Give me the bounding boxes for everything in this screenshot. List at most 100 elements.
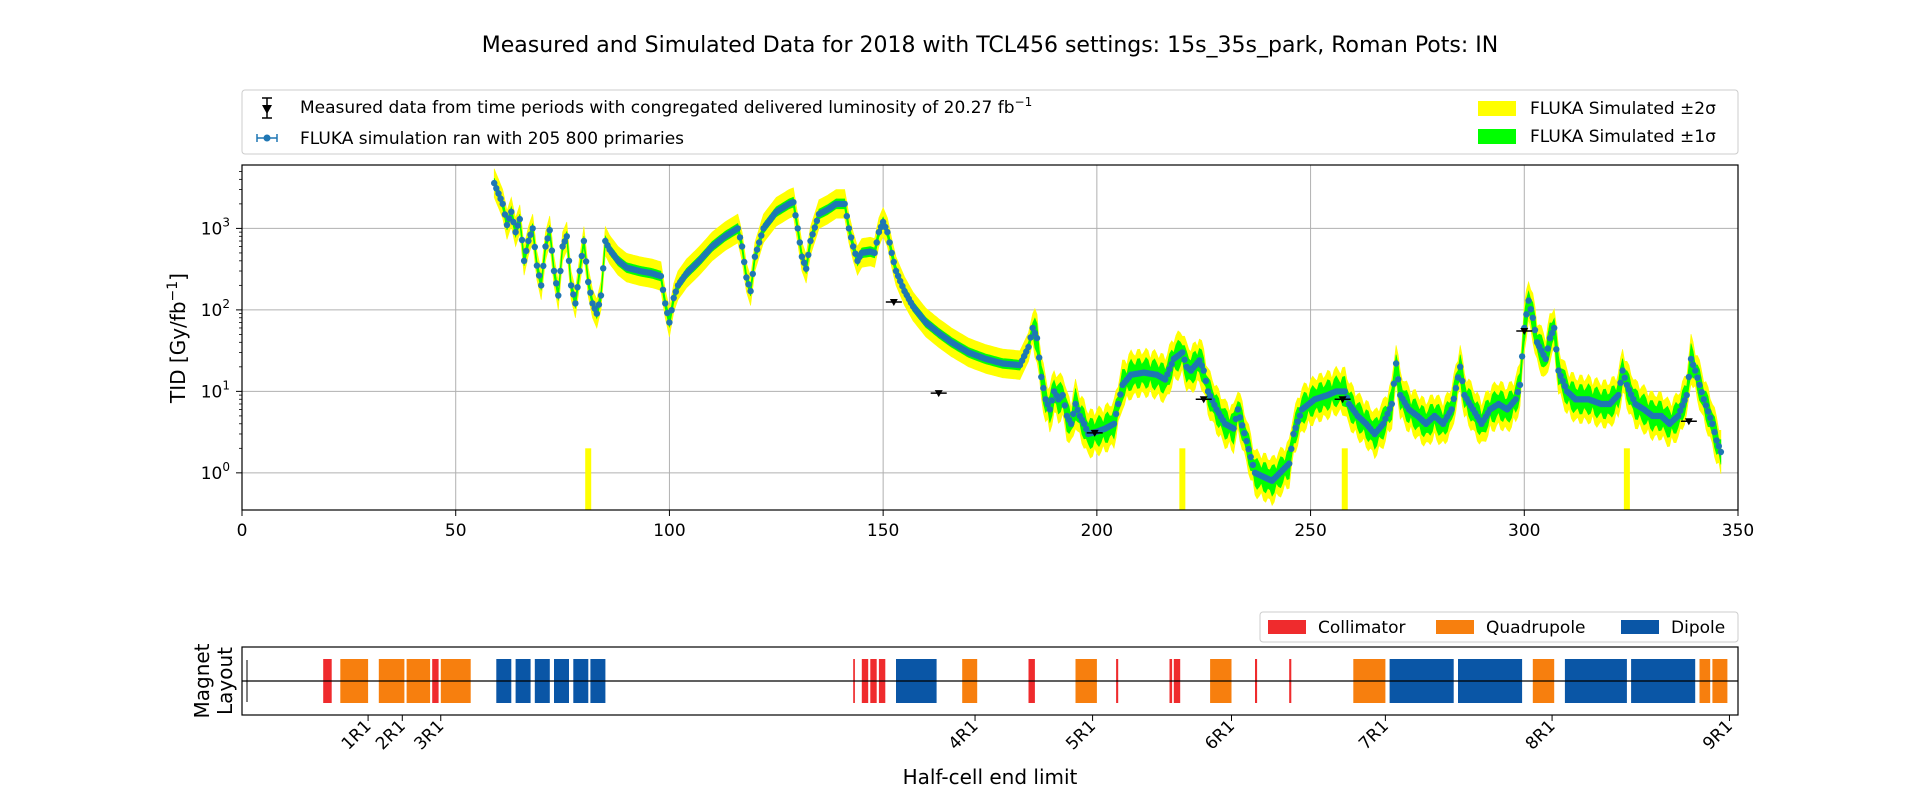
simulation-point bbox=[585, 278, 592, 286]
simulation-point bbox=[1083, 425, 1090, 433]
simulation-point bbox=[559, 243, 566, 250]
simulation-point bbox=[743, 274, 750, 281]
simulation-point bbox=[574, 284, 581, 291]
legend-collimator-label: Collimator bbox=[1318, 618, 1405, 638]
simulation-series bbox=[491, 179, 1725, 484]
simulation-point bbox=[1031, 329, 1039, 337]
simulation-point bbox=[523, 247, 530, 255]
simulation-point bbox=[580, 237, 588, 245]
simulation-point bbox=[813, 217, 821, 224]
simulation-point bbox=[1080, 420, 1088, 427]
simulation-point bbox=[1117, 391, 1124, 398]
layout-plot-frame bbox=[241, 646, 1739, 716]
measured-point bbox=[934, 390, 943, 398]
simulation-point bbox=[1619, 367, 1626, 374]
main-y-axis-label: TID [Gy/fb−1] bbox=[165, 273, 190, 404]
simulation-point bbox=[518, 236, 526, 244]
simulation-point bbox=[499, 200, 506, 208]
simulation-point bbox=[1392, 360, 1400, 367]
measured-point bbox=[1090, 429, 1099, 437]
simulation-point bbox=[1546, 334, 1554, 342]
simulation-point bbox=[1112, 410, 1120, 418]
simulation-point bbox=[1179, 349, 1186, 356]
simulation-point bbox=[892, 267, 900, 275]
simulation-point bbox=[520, 257, 528, 264]
simulation-point bbox=[809, 231, 816, 238]
layout-x-tick-label: 7R1 bbox=[1355, 716, 1393, 754]
legend-quadrupole-label: Quadrupole bbox=[1486, 618, 1586, 638]
simulation-point bbox=[565, 257, 573, 264]
simulation-point bbox=[751, 253, 759, 260]
simulation-point bbox=[875, 228, 883, 236]
simulation-point bbox=[510, 218, 517, 226]
simulation-point bbox=[529, 225, 536, 232]
simulation-point bbox=[1198, 362, 1205, 369]
simulation-point bbox=[756, 239, 763, 246]
simulation-point bbox=[546, 227, 553, 234]
simulation-point bbox=[1687, 355, 1695, 363]
simulation-point bbox=[514, 222, 521, 229]
simulation-point bbox=[747, 287, 754, 295]
simulation-point bbox=[553, 280, 560, 287]
simulation-point bbox=[1621, 374, 1628, 381]
y-tick-label: 101 bbox=[201, 378, 230, 402]
simulation-point bbox=[497, 195, 504, 202]
simulation-point bbox=[843, 212, 850, 220]
simulation-point bbox=[1557, 372, 1564, 379]
sigma2-dip-spike bbox=[1623, 448, 1630, 510]
simulation-point bbox=[508, 208, 515, 215]
simulation-point bbox=[1698, 388, 1705, 396]
simulation-point bbox=[597, 292, 605, 299]
simulation-point bbox=[1236, 414, 1244, 421]
simulation-point bbox=[572, 300, 579, 307]
simulation-point bbox=[1239, 422, 1246, 429]
simulation-point bbox=[1166, 366, 1173, 373]
simulation-point bbox=[1518, 353, 1526, 360]
simulation-point bbox=[741, 258, 748, 266]
simulation-point bbox=[792, 212, 799, 219]
y-tick-label: 100 bbox=[201, 460, 230, 484]
simulation-point bbox=[544, 235, 551, 242]
y-tick-label: 103 bbox=[201, 215, 230, 239]
simulation-point bbox=[1715, 443, 1723, 450]
simulation-point bbox=[897, 277, 904, 285]
x-tick-label: 100 bbox=[653, 521, 685, 541]
simulation-point bbox=[884, 228, 891, 236]
layout-x-tick-label: 6R1 bbox=[1201, 716, 1239, 754]
simulation-point bbox=[1544, 345, 1552, 352]
simulation-point bbox=[1384, 410, 1391, 418]
simulation-point bbox=[1551, 324, 1558, 332]
simulation-point bbox=[1033, 334, 1041, 342]
simulation-point bbox=[734, 225, 741, 232]
simulation-point bbox=[505, 215, 513, 222]
simulation-point bbox=[1042, 396, 1049, 403]
layout-x-tick-label: 9R1 bbox=[1699, 716, 1737, 754]
sigma2-dip-spike bbox=[1341, 448, 1348, 510]
simulation-point bbox=[1196, 357, 1203, 364]
simulation-point bbox=[1230, 425, 1237, 432]
simulation-point bbox=[1068, 420, 1075, 427]
simulation-point bbox=[1694, 374, 1701, 381]
simulation-point bbox=[600, 265, 607, 272]
simulation-point bbox=[1525, 297, 1532, 304]
simulation-point bbox=[1162, 376, 1169, 383]
simulation-point bbox=[531, 243, 538, 251]
simulation-point bbox=[1380, 420, 1387, 427]
simulation-point bbox=[1288, 445, 1295, 452]
simulation-point bbox=[540, 262, 547, 270]
layout-y-axis-label-line2: Layout bbox=[213, 647, 237, 715]
simulation-point bbox=[1692, 367, 1699, 374]
simulation-point bbox=[1681, 397, 1688, 404]
simulation-point bbox=[563, 233, 570, 240]
measured-point bbox=[1520, 328, 1529, 336]
layout-x-tick-label: 4R1 bbox=[945, 716, 983, 754]
simulation-point bbox=[1512, 396, 1519, 403]
simulation-point bbox=[1707, 414, 1714, 421]
simulation-point bbox=[542, 243, 549, 250]
simulation-point bbox=[1164, 371, 1171, 378]
simulation-point bbox=[1234, 406, 1242, 413]
simulation-point bbox=[1559, 377, 1567, 385]
simulation-point bbox=[1555, 367, 1562, 374]
simulation-point bbox=[538, 282, 545, 289]
simulation-point bbox=[1683, 391, 1690, 399]
